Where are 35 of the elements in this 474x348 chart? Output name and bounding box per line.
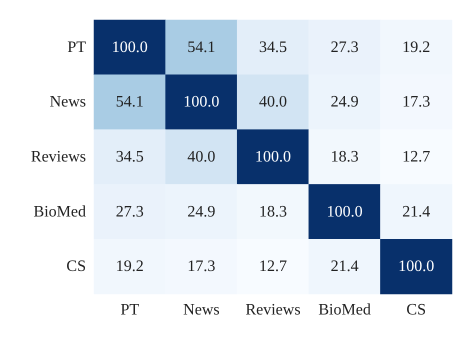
data-label: 54.1	[116, 94, 144, 111]
data-label: 100.0	[326, 203, 363, 220]
data-label: 40.0	[259, 94, 287, 111]
data-label: 100.0	[112, 38, 148, 56]
data-label: 17.3	[187, 258, 216, 276]
data-label: 54.1	[187, 38, 216, 56]
data-label: 12.7	[259, 258, 287, 276]
y-tick-label: News	[50, 94, 86, 111]
y-tick-label: BioMed	[34, 203, 86, 220]
data-label: 100.0	[255, 148, 291, 166]
data-label: 100.0	[183, 94, 220, 111]
y-tick-label: CS	[66, 258, 86, 276]
x-tick-label: CS	[406, 302, 426, 318]
x-tick-label: News	[183, 302, 220, 318]
data-label: 19.2	[116, 258, 144, 276]
data-label: 21.4	[402, 203, 430, 220]
data-label: 24.9	[330, 94, 359, 111]
data-label: 18.3	[330, 148, 359, 166]
data-label: 27.3	[330, 38, 359, 56]
data-label: 27.3	[116, 203, 144, 220]
data-label: 100.0	[398, 258, 434, 276]
data-label: 34.5	[259, 38, 287, 56]
x-tick-label: PT	[120, 302, 140, 318]
data-label: 19.2	[402, 38, 430, 56]
data-label: 40.0	[187, 148, 216, 166]
x-tick-label: BioMed	[318, 302, 371, 318]
data-label: 34.5	[116, 148, 144, 166]
data-label: 12.7	[402, 148, 430, 166]
data-label: 24.9	[187, 203, 216, 220]
data-label: 17.3	[402, 94, 430, 111]
data-label: 21.4	[330, 258, 359, 276]
x-tick-label: Reviews	[245, 302, 301, 318]
y-tick-label: Reviews	[30, 148, 86, 166]
y-tick-label: PT	[67, 38, 86, 56]
data-label: 18.3	[259, 203, 287, 220]
